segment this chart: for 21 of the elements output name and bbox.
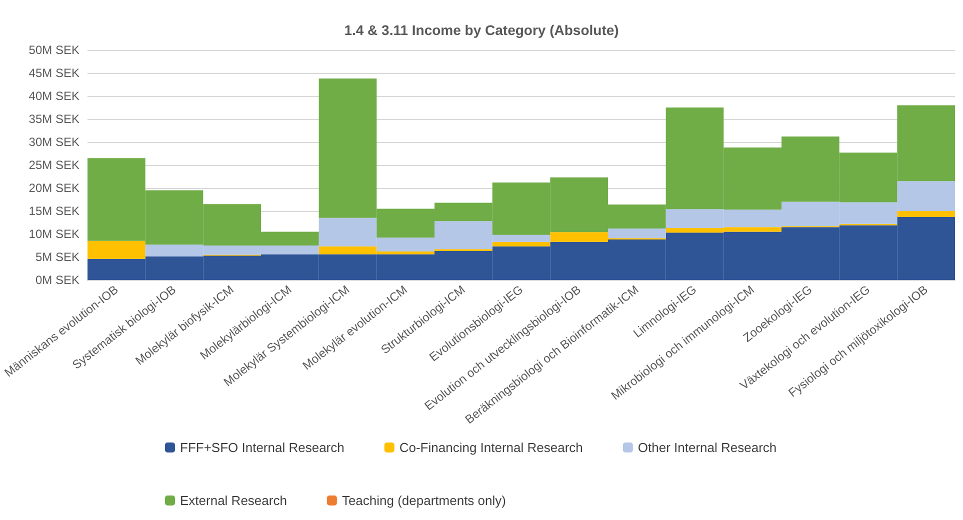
- legend-label: External Research: [180, 493, 287, 508]
- y-tick-label: 35M SEK: [28, 112, 80, 126]
- bar: [608, 228, 666, 238]
- y-tick-label: 45M SEK: [28, 66, 80, 80]
- y-tick-label: 0M SEK: [35, 273, 80, 287]
- legend-label: Other Internal Research: [638, 440, 777, 455]
- bar: [492, 242, 550, 246]
- y-tick-label: 50M SEK: [28, 43, 80, 57]
- legend-label: FFF+SFO Internal Research: [180, 440, 344, 455]
- y-tick-label: 20M SEK: [28, 181, 80, 195]
- bar: [897, 211, 955, 217]
- y-tick-label: 10M SEK: [28, 227, 80, 241]
- legend-label: Teaching (departments only): [342, 493, 506, 508]
- y-tick-label: 5M SEK: [35, 250, 80, 264]
- y-tick-label: 30M SEK: [28, 135, 80, 149]
- legend-label: Co-Financing Internal Research: [399, 440, 583, 455]
- y-tick-label: 40M SEK: [28, 89, 80, 103]
- chart-title: 1.4 & 3.11 Income by Category (Absolute): [344, 22, 619, 38]
- y-tick-label: 25M SEK: [28, 158, 80, 172]
- bar: [88, 240, 146, 259]
- y-tick-label: 15M SEK: [28, 204, 80, 218]
